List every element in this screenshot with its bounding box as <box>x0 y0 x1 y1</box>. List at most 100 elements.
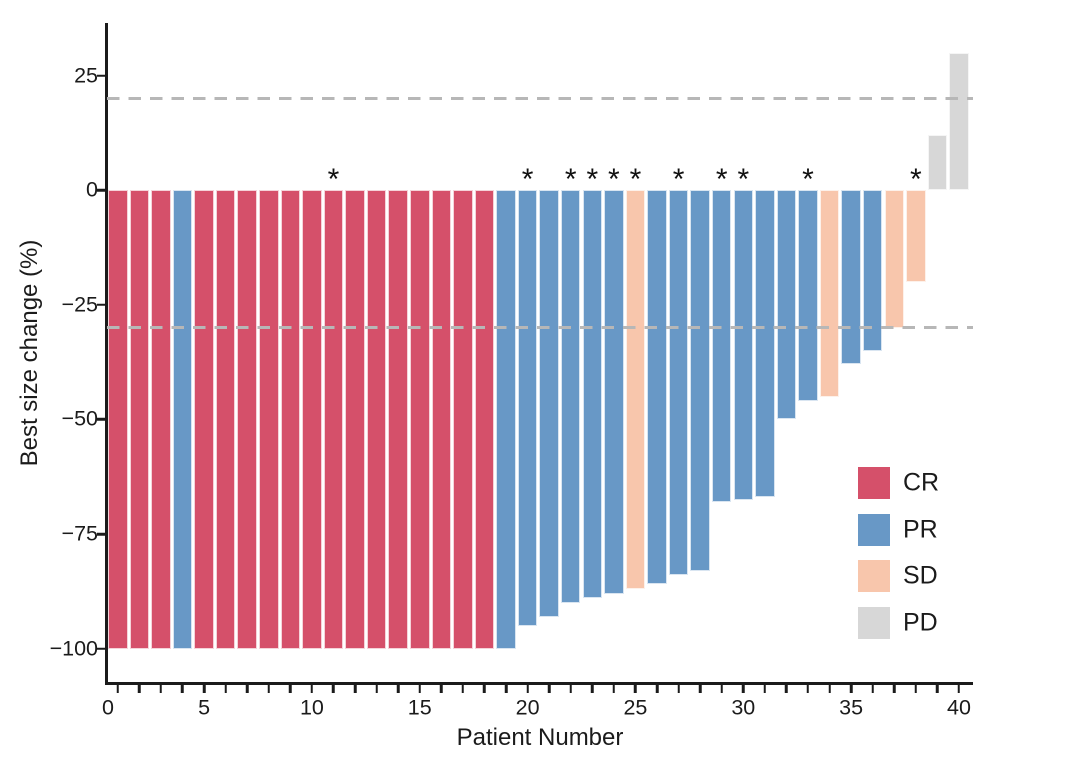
y-axis-line <box>104 23 108 685</box>
significance-star-patient-27: * <box>672 163 685 196</box>
x-tick-6 <box>224 685 227 693</box>
x-tick-32 <box>785 685 788 693</box>
x-tick-30 <box>742 685 745 693</box>
x-tick-label-35: 35 <box>839 695 864 720</box>
bar-patient-39-pd <box>927 135 948 191</box>
bar-patient-11-cr <box>323 190 344 649</box>
bar-patient-12-cr <box>345 190 365 649</box>
bar-patient-19-pr <box>496 190 516 649</box>
x-tick-label-15: 15 <box>407 695 432 720</box>
bar-patient-4-pr <box>172 190 193 649</box>
x-tick-3 <box>159 685 163 693</box>
x-tick-27 <box>677 685 680 693</box>
y-tick-label-25: 25 <box>74 63 98 88</box>
legend-swatch-sd <box>858 560 890 592</box>
legend-label-pr: PR <box>903 515 938 543</box>
bar-patient-31-pr <box>755 190 775 498</box>
x-tick-25 <box>634 685 637 693</box>
x-tick-10 <box>310 685 314 693</box>
bar-patient-36-pr <box>862 190 883 351</box>
bar-patient-9-cr <box>280 190 301 649</box>
bar-patient-33-pr <box>798 190 818 402</box>
legend-row-pr: PR <box>858 513 988 546</box>
x-axis-line <box>104 681 973 685</box>
bar-patient-37-sd <box>884 190 905 328</box>
y-tick-label-−100: −100 <box>49 636 98 661</box>
x-tick-label-40: 40 <box>947 695 971 720</box>
x-tick-40 <box>957 685 961 693</box>
x-tick-39 <box>936 685 939 693</box>
significance-star-patient-22: * <box>564 163 577 196</box>
legend-label-cr: CR <box>903 468 940 497</box>
bar-patient-38-sd <box>906 190 926 282</box>
x-tick-31 <box>763 685 767 693</box>
x-axis-title: Patient Number <box>456 724 624 751</box>
legend-swatch-pd <box>858 606 890 639</box>
bar-patient-24-pr <box>604 190 624 594</box>
bar-patient-25-sd <box>625 190 646 590</box>
x-tick-label-30: 30 <box>731 695 756 720</box>
bar-patient-32-pr <box>776 190 797 420</box>
bar-patient-30-pr <box>733 190 754 500</box>
bar-patient-18-cr <box>474 190 495 649</box>
bar-patient-6-cr <box>215 190 236 649</box>
x-tick-label-5: 5 <box>198 695 211 720</box>
x-tick-18 <box>483 685 486 693</box>
bar-patient-8-cr <box>259 190 279 649</box>
significance-star-patient-30: * <box>737 163 750 196</box>
x-tick-36 <box>871 685 874 693</box>
bar-patient-15-cr <box>410 190 430 649</box>
x-tick-16 <box>440 685 443 693</box>
x-tick-9 <box>289 685 292 693</box>
significance-star-patient-23: * <box>586 163 599 196</box>
x-tick-label-0: 0 <box>102 695 114 720</box>
dashed-reference-line-minus30 <box>107 326 973 330</box>
bar-patient-1-cr <box>108 190 128 649</box>
significance-star-patient-25: * <box>629 163 642 196</box>
x-tick-34 <box>828 685 831 693</box>
bar-patient-3-cr <box>151 190 171 649</box>
legend-swatch-cr <box>858 467 890 499</box>
x-tick-13 <box>375 685 378 693</box>
significance-star-patient-11: * <box>327 163 340 196</box>
legend-swatch-pr <box>858 513 890 546</box>
x-tick-label-20: 20 <box>515 695 540 720</box>
x-tick-14 <box>396 685 400 693</box>
bar-patient-2-cr <box>129 190 150 649</box>
x-tick-33 <box>806 685 810 693</box>
x-tick-15 <box>418 685 421 693</box>
y-tick-25 <box>97 74 105 77</box>
x-tick-23 <box>591 685 594 693</box>
x-tick-26 <box>655 685 659 693</box>
x-tick-37 <box>893 685 896 693</box>
bar-patient-23-pr <box>582 190 603 599</box>
legend-label-sd: SD <box>903 561 938 590</box>
bar-patient-13-cr <box>366 190 387 649</box>
y-axis-title: Best size change (%) <box>16 239 43 467</box>
bar-patient-16-cr <box>431 190 452 649</box>
legend-label-pd: PD <box>903 608 938 636</box>
y-tick-−75 <box>97 532 105 536</box>
x-tick-35 <box>849 685 853 693</box>
x-tick-24 <box>612 685 616 693</box>
x-tick-38 <box>914 685 918 693</box>
y-tick-label-−75: −75 <box>61 521 98 546</box>
x-tick-19 <box>504 685 508 693</box>
y-tick-label-0: 0 <box>86 177 98 202</box>
bar-patient-10-cr <box>302 190 322 649</box>
significance-star-patient-38: * <box>909 163 922 196</box>
y-tick-label-−25: −25 <box>61 292 98 317</box>
dashed-reference-line-plus20 <box>107 97 973 101</box>
significance-star-patient-33: * <box>802 163 814 196</box>
bar-patient-40-pd <box>949 52 969 191</box>
bar-patient-35-pr <box>841 190 861 365</box>
y-tick-0 <box>97 189 105 192</box>
x-tick-28 <box>698 685 702 693</box>
bar-patient-20-pr <box>517 190 538 626</box>
x-tick-21 <box>547 685 551 693</box>
bar-patient-21-pr <box>539 190 559 617</box>
bar-patient-27-pr <box>668 190 689 576</box>
significance-star-patient-29: * <box>715 163 728 196</box>
bar-patient-22-pr <box>560 190 581 603</box>
